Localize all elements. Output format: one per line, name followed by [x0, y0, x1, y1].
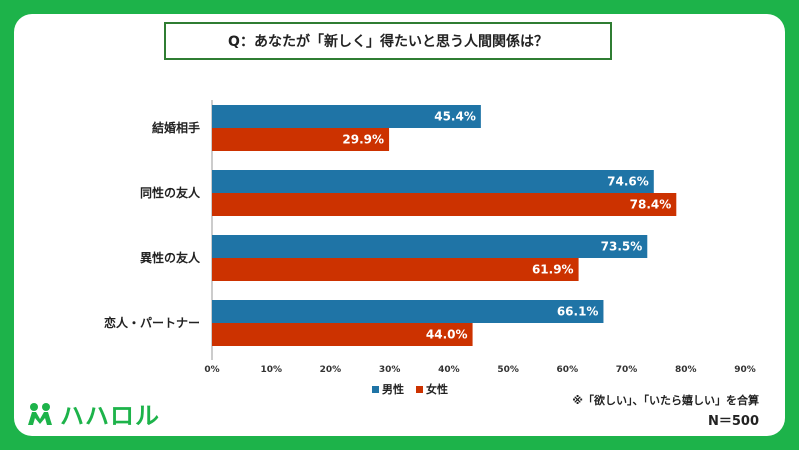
bar-female — [212, 258, 579, 281]
x-tick-label: 0% — [204, 365, 219, 375]
bar-male — [212, 170, 654, 193]
x-tick-label: 50% — [497, 365, 519, 375]
sample-size: N＝500 — [707, 414, 759, 429]
category-label: 結婚相手 — [152, 120, 200, 135]
bar-value-label: 61.9% — [532, 263, 574, 277]
footnote: ※「欲しい」、「いたら嬉しい」を合算 — [572, 394, 759, 407]
bar-value-label: 45.4% — [434, 110, 476, 124]
bar-female — [212, 193, 677, 216]
bar-value-label: 29.9% — [342, 133, 384, 147]
bar-value-label: 73.5% — [601, 240, 643, 254]
legend-item-female: 女性 — [416, 381, 448, 397]
category-label: 異性の友人 — [140, 250, 201, 265]
bar-value-label: 44.0% — [426, 328, 468, 342]
x-tick-label: 30% — [379, 365, 401, 375]
bar-value-label: 74.6% — [607, 175, 649, 189]
x-tick-label: 20% — [320, 365, 342, 375]
x-tick-label: 40% — [438, 365, 460, 375]
bar-female — [212, 128, 390, 151]
x-tick-label: 90% — [734, 365, 756, 375]
brand-logo: ハハロル — [26, 396, 160, 431]
brand-name: ハハロル — [60, 402, 160, 430]
legend-label-female: 女性 — [426, 383, 448, 396]
category-label: 同性の友人 — [140, 185, 201, 200]
x-tick-label: 70% — [616, 365, 638, 375]
x-tick-label: 10% — [260, 365, 282, 375]
bar-value-label: 66.1% — [557, 305, 599, 319]
legend: 男性 女性 — [372, 381, 448, 397]
legend-label-male: 男性 — [382, 383, 404, 396]
x-tick-label: 60% — [557, 365, 579, 375]
x-tick-label: 80% — [675, 365, 697, 375]
bar-male — [212, 105, 481, 128]
legend-swatch-male — [372, 385, 379, 393]
legend-item-male: 男性 — [372, 381, 404, 397]
bar-value-label: 78.4% — [630, 198, 672, 212]
category-label: 恋人・パートナー — [104, 315, 200, 330]
baby-logo-icon — [28, 402, 52, 425]
chart-card — [14, 14, 785, 436]
chart-title: Q：あなたが「新しく」得たいと思う人間関係は？ — [164, 22, 612, 60]
bar-male — [212, 300, 604, 323]
bar-female — [212, 323, 473, 346]
bar-male — [212, 235, 648, 258]
legend-swatch-female — [416, 385, 423, 393]
